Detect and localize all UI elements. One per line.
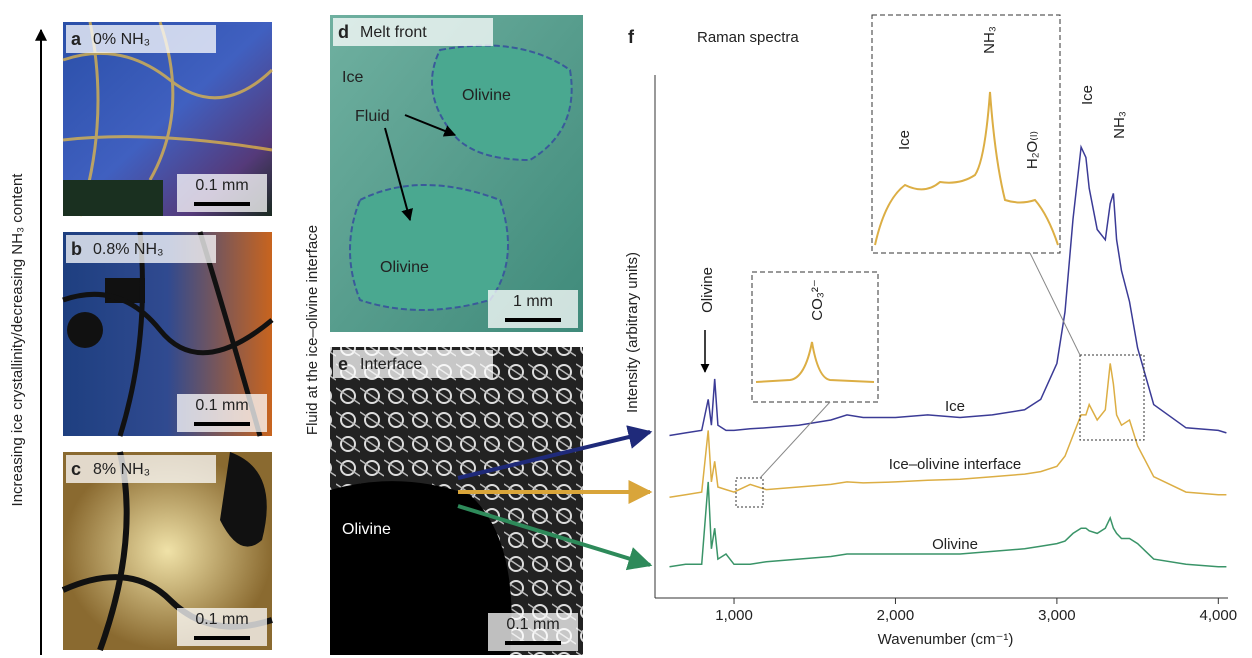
panel-letter: a (71, 29, 82, 49)
panel-label: 0% NH₃ (93, 31, 150, 48)
series-label: Olivine (932, 536, 978, 553)
chart: f Raman spectra Intensity (arbitrary units… (624, 15, 1237, 648)
y-axis-label: Intensity (arbitrary units) (624, 252, 641, 413)
panel-letter: d (338, 22, 349, 42)
zoom-box (1080, 355, 1144, 440)
annotation: NH₃ (981, 26, 998, 54)
annotation: Olivine (462, 87, 511, 104)
x-tick-label: 4,000 (1200, 607, 1238, 624)
annotation: CO₃²⁻ (809, 279, 826, 321)
panel-label: Melt front (360, 24, 427, 41)
x-tick-label: 2,000 (877, 607, 915, 624)
series-label: Ice–olivine interface (889, 456, 1022, 473)
panel-letter: f (628, 27, 635, 47)
chart-title: Raman spectra (697, 29, 799, 46)
annotation: Ice (896, 130, 913, 150)
scale-label: 1 mm (513, 293, 553, 310)
panel-label: Interface (360, 356, 422, 373)
annotation: NH₃ (1111, 111, 1128, 139)
middle-axis-label: Fluid at the ice–olivine interface (304, 225, 321, 435)
scale-label: 0.1 mm (195, 177, 248, 194)
x-tick-label: 3,000 (1038, 607, 1076, 624)
annotation: Olivine (380, 259, 429, 276)
left-axis-label: Increasing ice crystallinity/decreasing … (9, 173, 26, 507)
spectrum-line (670, 482, 1227, 567)
zoom-link (760, 402, 830, 478)
x-axis-label: Wavenumber (cm⁻¹) (878, 631, 1014, 648)
zoom-link (1030, 253, 1080, 355)
series-label: Ice (945, 398, 965, 415)
figure: Increasing ice crystallinity/decreasing … (0, 0, 1252, 658)
annotation: Ice (1079, 85, 1096, 105)
panel-letter: e (338, 354, 348, 374)
scale-label: 0.1 mm (195, 397, 248, 414)
panel-label: 0.8% NH₃ (93, 241, 164, 258)
annotation: Ice (342, 69, 363, 86)
panel-letter: b (71, 239, 82, 259)
panel-letter: c (71, 459, 81, 479)
annotation: Olivine (699, 267, 716, 313)
annotation: H₂O₍ₗ₎ (1024, 131, 1041, 169)
scale-label: 0.1 mm (506, 616, 559, 633)
zoom-box (736, 478, 763, 507)
annotation: Olivine (342, 521, 391, 538)
x-tick-label: 1,000 (715, 607, 753, 624)
annotation: Fluid (355, 108, 390, 125)
panel-label: 8% NH₃ (93, 461, 150, 478)
scale-label: 0.1 mm (195, 611, 248, 628)
